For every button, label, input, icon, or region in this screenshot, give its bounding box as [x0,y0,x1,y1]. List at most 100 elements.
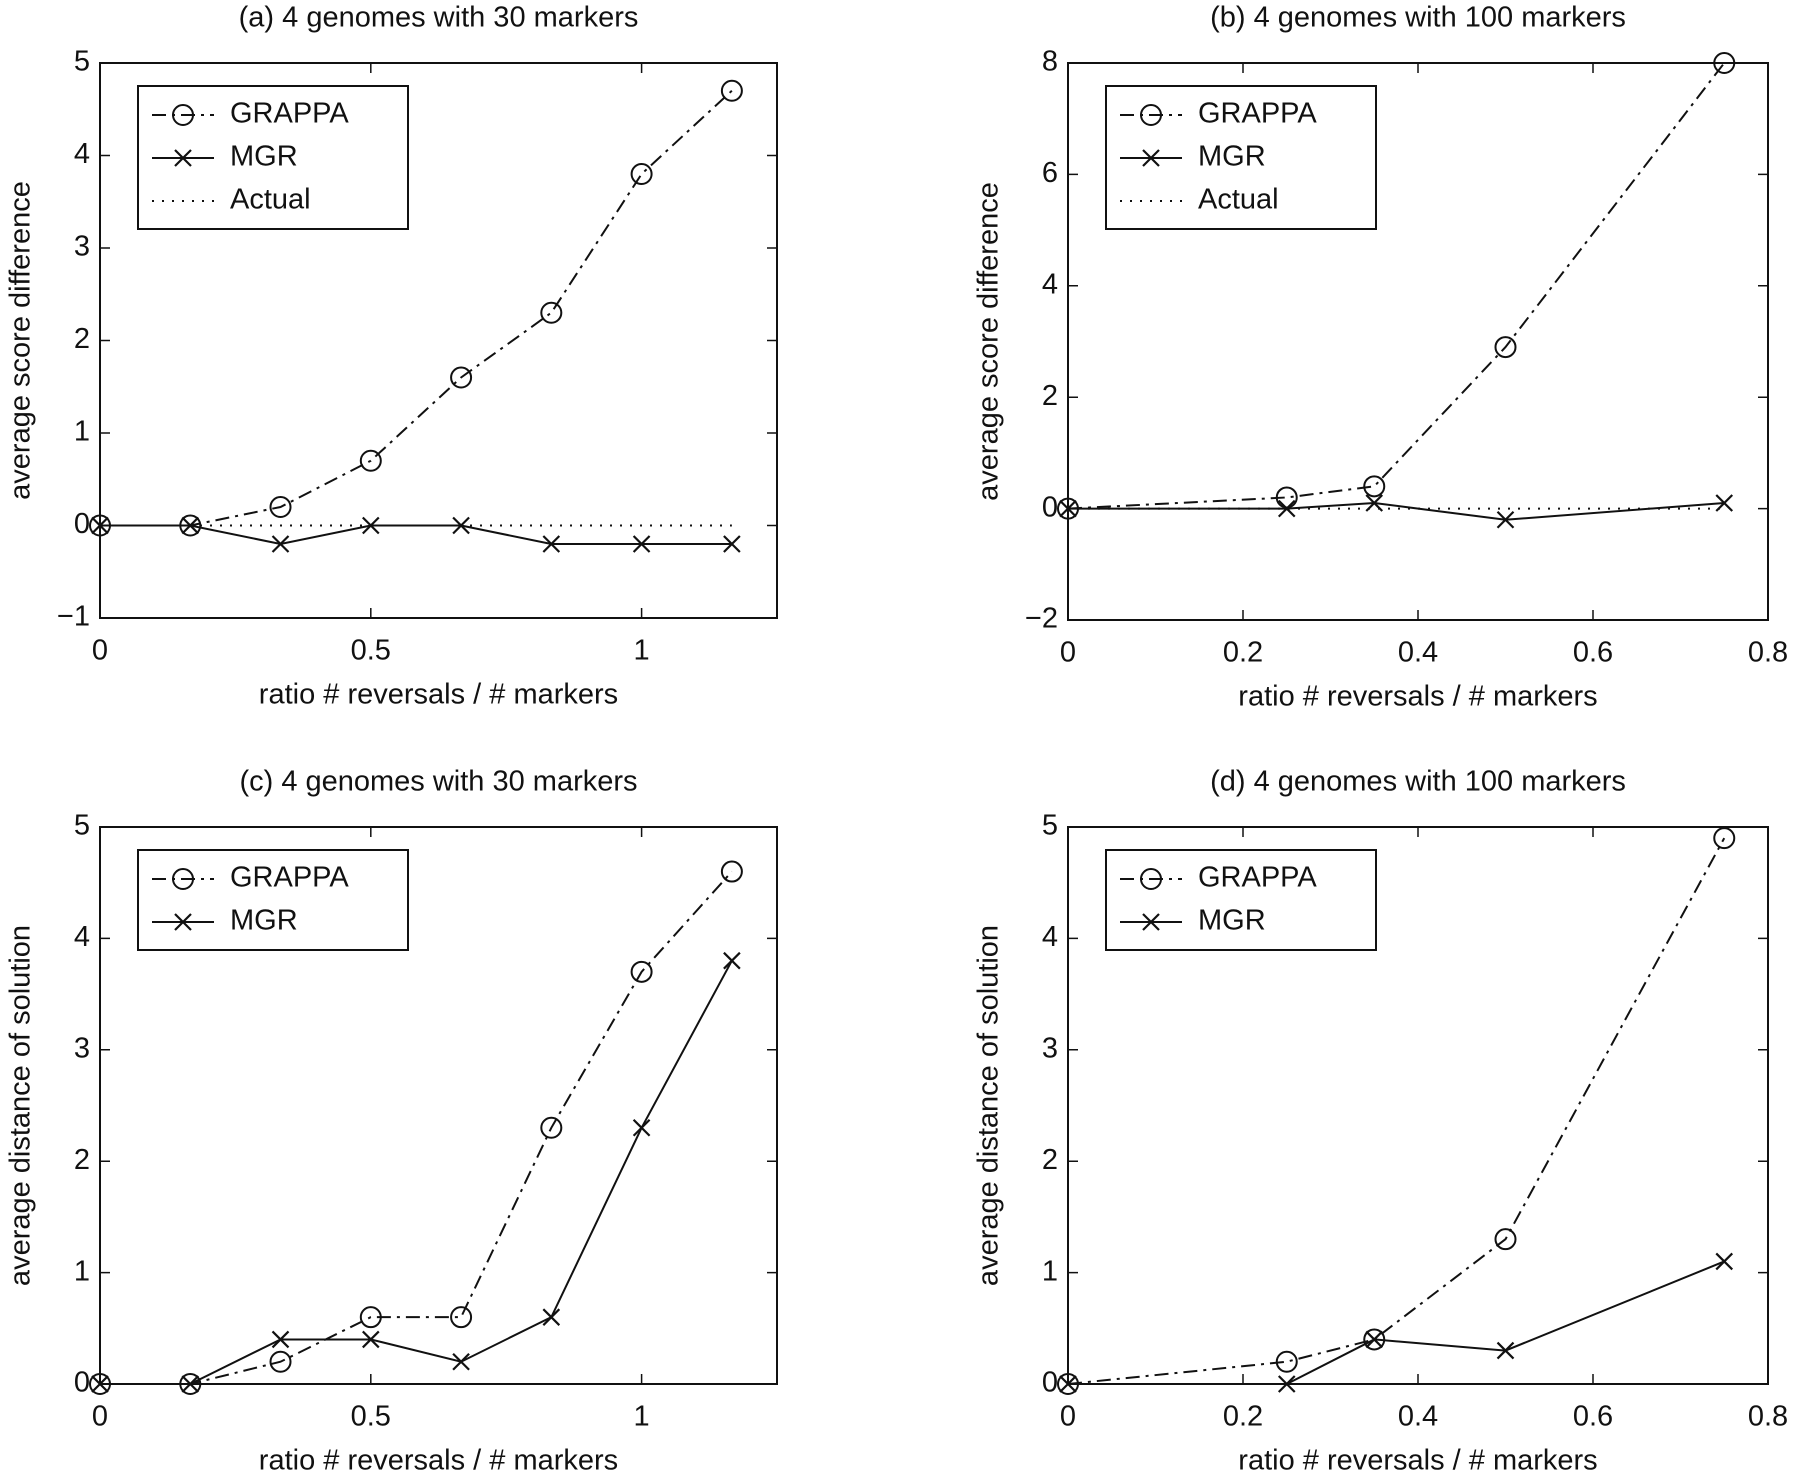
y-tick-label: 0 [1042,1367,1058,1399]
y-tick-label: 4 [1042,268,1058,300]
x-tick-label: 0.8 [1748,637,1788,669]
legend-label: MGR [1198,905,1266,937]
legend-label: MGR [230,141,298,173]
y-tick-label: 1 [1042,1255,1058,1287]
marker [720,860,743,883]
subplot-title: (a) 4 genomes with 30 markers [239,2,639,34]
legend: GRAPPA MGR Actual [137,85,409,230]
x-axis-label: ratio # reversals / # markers [1238,1445,1597,1477]
marker [630,960,653,983]
marker [452,1352,470,1371]
marker [174,913,192,931]
marker [542,1308,561,1326]
x-axis-label: ratio # reversals / # markers [1238,681,1597,713]
series-line [100,960,733,1385]
marker [269,1350,292,1373]
y-tick-label: 2 [74,323,90,355]
x-axis-label: ratio # reversals / # markers [259,1445,618,1477]
marker [1496,1341,1515,1360]
marker [720,79,743,102]
y-tick-label: 0 [74,508,90,540]
x-tick-label: 0.5 [351,1401,391,1433]
legend: GRAPPA MGR [137,849,409,951]
marker [450,1306,473,1329]
marker [1363,475,1386,498]
y-tick-label: 2 [74,1144,90,1176]
plot-frame [99,826,778,1385]
subplot-title: (c) 4 genomes with 30 markers [239,766,637,798]
plot-frame [1067,62,1769,621]
y-axis-label: average distance of solution [973,925,1005,1286]
y-tick-label: 4 [1042,921,1058,953]
y-axis-label: average score difference [5,181,37,500]
marker [1059,1375,1077,1393]
legend-label: GRAPPA [1198,98,1317,130]
subplot: (b) 4 genomes with 100 markers ratio # re… [973,2,1789,713]
subplot-title: (d) 4 genomes with 100 markers [1210,766,1626,798]
marker [632,1119,651,1137]
marker [1713,827,1736,850]
y-tick-label: 5 [74,810,90,842]
subplot: (a) 4 genomes with 30 markers ratio # rev… [5,2,778,711]
marker [1713,52,1736,74]
legend-label: MGR [1198,141,1266,173]
y-axis-label: average score difference [973,182,1005,501]
marker [271,535,290,553]
marker [359,449,382,472]
x-tick-label: 0.4 [1398,1401,1438,1433]
marker [450,366,473,389]
marker [1365,1330,1384,1349]
marker [172,868,194,890]
legend: GRAPPA MGR Actual [1105,85,1377,230]
plot-frame [99,62,778,619]
y-tick-label: 5 [1042,810,1058,842]
legend-label: MGR [230,905,298,937]
y-tick-label: 1 [74,416,90,448]
legend-box [1105,849,1377,951]
legend-label: GRAPPA [230,98,349,130]
legend-label: Actual [1198,184,1279,216]
y-tick-label: 0 [1042,491,1058,523]
series-line [1067,62,1726,510]
x-tick-label: 0.6 [1573,637,1613,669]
marker [1496,510,1515,529]
marker [723,951,741,970]
series-line [1068,1260,1725,1385]
legend: GRAPPA MGR [1105,849,1377,951]
marker [1140,868,1162,890]
y-tick-label: 2 [1042,1144,1058,1176]
marker [632,535,651,553]
marker [172,104,194,126]
x-axis-label: ratio # reversals / # markers [259,679,618,711]
x-tick-label: 0.6 [1573,1401,1613,1433]
marker [271,1330,290,1349]
x-tick-label: 0.2 [1223,1401,1263,1433]
marker [1142,149,1160,167]
marker [630,163,653,185]
marker [1715,1252,1734,1271]
y-tick-label: 0 [74,1367,90,1399]
x-tick-label: 0.5 [351,635,391,667]
marker [362,1330,380,1349]
x-tick-label: 1 [634,635,650,667]
x-tick-label: 0 [92,635,108,667]
subplot: (d) 4 genomes with 100 markers ratio # re… [973,766,1789,1477]
marker [359,1306,382,1329]
y-tick-label: 3 [74,231,90,263]
marker [174,149,192,167]
legend-label: GRAPPA [1198,862,1317,894]
subplot: (c) 4 genomes with 30 markers ratio # rev… [5,766,778,1477]
y-tick-label: 1 [74,1255,90,1287]
x-tick-label: 0 [1060,637,1076,669]
series-line [100,524,732,546]
marker [1494,336,1517,359]
marker [540,1116,563,1139]
x-tick-label: 0.4 [1398,637,1438,669]
x-tick-label: 0 [1060,1401,1076,1433]
y-tick-label: −1 [57,601,90,633]
y-tick-label: 3 [1042,1032,1058,1064]
y-tick-label: 5 [74,46,90,78]
subplot-title: (b) 4 genomes with 100 markers [1210,2,1626,34]
marker [542,535,561,553]
